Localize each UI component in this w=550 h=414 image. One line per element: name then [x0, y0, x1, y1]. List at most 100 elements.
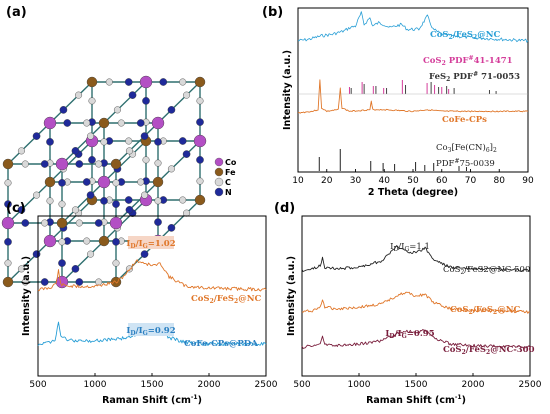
carbon-atom — [17, 265, 25, 273]
label-cos2-fes2-nc-b: CoS2/FeS2@NC — [430, 30, 500, 41]
iron-atom — [194, 76, 206, 88]
carbon-atom — [75, 219, 83, 227]
carbon-atom — [87, 132, 95, 140]
legend-fe-label: Fe — [225, 168, 236, 177]
bond — [103, 81, 147, 124]
idig-ratio-d-1: ID/IG=1.1 — [390, 242, 430, 253]
label-cofe-cps-pda: CoFe-CPs@PDA — [184, 339, 258, 349]
nitrogen-atom — [58, 179, 66, 187]
x-tick-label-c: 2000 — [198, 380, 221, 390]
nitrogen-atom — [154, 218, 162, 226]
nitrogen-atom — [159, 78, 168, 86]
bond — [49, 199, 93, 242]
panel-d-label: (d) — [274, 201, 295, 216]
idig-ratio-c-1: ID/IG=1.02 — [126, 239, 175, 250]
cobalt-atom — [139, 75, 153, 89]
x-axis-d: 500 1000 1500 2000 2500 — [293, 373, 542, 390]
x-tick-label-b: 10 — [292, 176, 304, 186]
raman-series-cos2-fes2-nc — [37, 259, 267, 292]
nitrogen-atom — [167, 106, 176, 114]
y-axis-title-d: Intensity (a.u.) — [286, 256, 297, 336]
nitrogen-atom — [125, 206, 134, 214]
carbon-atom — [83, 119, 91, 127]
nitrogen-atom — [58, 259, 66, 267]
x-tick-label-d: 2500 — [519, 380, 542, 390]
x-axis-b: 10 20 30 40 50 60 70 80 90 — [292, 169, 534, 186]
iron-atom — [56, 217, 68, 229]
bond — [157, 81, 201, 124]
element-legend: Co Fe C N — [214, 157, 237, 197]
nitrogen-atom — [32, 250, 41, 258]
idig-ratio-d-2: ID/IG=0.95 — [385, 329, 434, 340]
nitrogen-atom — [4, 238, 12, 246]
nitrogen-atom — [124, 196, 133, 204]
carbon-atom — [113, 106, 121, 114]
idig-badge-orange-c — [128, 236, 174, 249]
x-tick-label-b: 90 — [522, 176, 534, 186]
legend-c-label: C — [225, 178, 231, 187]
bond — [115, 181, 159, 224]
y-axis-title-c: Intensity (a.u.) — [21, 256, 32, 336]
carbon-atom — [137, 178, 145, 186]
bond — [103, 140, 147, 183]
nitrogen-atom — [140, 132, 149, 140]
panel-a-label: (a) — [6, 5, 27, 20]
bond — [49, 140, 93, 183]
panel-d: (d) 500 1000 1500 2000 2500 Raman Shift (cm-… — [274, 201, 542, 406]
bond — [103, 199, 147, 242]
carbon-atom — [75, 91, 83, 99]
carbon-atom — [87, 250, 95, 258]
bond — [157, 199, 201, 242]
nitrogen-atom — [94, 219, 103, 227]
cobalt-atom — [97, 175, 111, 189]
xrd-series-cos2-fes2-nc — [298, 11, 529, 43]
carbon-atom — [105, 78, 113, 86]
carbon-atom — [4, 259, 12, 267]
bond — [49, 81, 93, 124]
carbon-atom — [71, 206, 79, 214]
nitrogen-atom — [17, 206, 26, 214]
label-fes2-pdf: FeS2 PDF# 71-0053 — [429, 71, 520, 83]
panel-b: (b) 10 20 30 40 50 60 70 80 90 2 Theta (degree) … — [262, 5, 534, 198]
carbon-atom — [100, 138, 108, 146]
carbon-atom — [179, 78, 187, 86]
x-axis-title-c: Raman Shift (cm-1) — [102, 394, 202, 406]
carbon-atom — [167, 165, 175, 173]
carbon-atom — [125, 147, 133, 155]
x-tick-label-b: 20 — [321, 176, 333, 186]
cobalt-atom — [109, 216, 123, 230]
carbon-atom — [83, 237, 91, 245]
x-tick-label-b: 60 — [436, 176, 448, 186]
label-prussian: Co3[Fe(CN)6]2 — [436, 142, 497, 154]
label-cos2-fes2-nc-d: CoS2/FeS2@NC — [450, 305, 520, 316]
carbon-atom — [58, 200, 66, 208]
carbon-atom — [141, 191, 149, 199]
legend-fe-dot — [214, 167, 224, 177]
carbon-atom — [196, 177, 204, 185]
carbon-atom — [112, 259, 120, 267]
x-tick-label-d: 1500 — [405, 380, 428, 390]
carbon-atom — [125, 137, 133, 145]
label-cos2-pdf: CoS2 PDF#41-1471 — [423, 55, 513, 67]
x-tick-label-c: 500 — [29, 380, 46, 390]
legend-co-dot — [214, 157, 224, 167]
bond — [7, 122, 51, 165]
bond — [61, 181, 105, 224]
carbon-atom — [21, 278, 29, 286]
panel-b-label: (b) — [262, 5, 283, 20]
carbon-atom — [21, 160, 29, 168]
x-tick-label-d: 2000 — [462, 380, 485, 390]
legend-n-dot — [214, 187, 224, 197]
cobalt-atom — [193, 134, 207, 148]
panel-c: (c) 500 1000 1500 2000 2500 Raman Shift (cm-… — [6, 201, 278, 406]
nitrogen-atom — [32, 132, 41, 140]
nitrogen-atom — [86, 191, 95, 199]
x-axis-title-b: 2 Theta (degree) — [368, 187, 458, 198]
bond — [7, 240, 51, 283]
carbon-atom — [17, 147, 25, 155]
nitrogen-atom — [71, 265, 80, 273]
nitrogen-atom — [4, 200, 12, 208]
nitrogen-atom — [75, 160, 84, 168]
label-cos2-fes2-nc-c: CoS2/FeS2@NC — [191, 294, 261, 305]
